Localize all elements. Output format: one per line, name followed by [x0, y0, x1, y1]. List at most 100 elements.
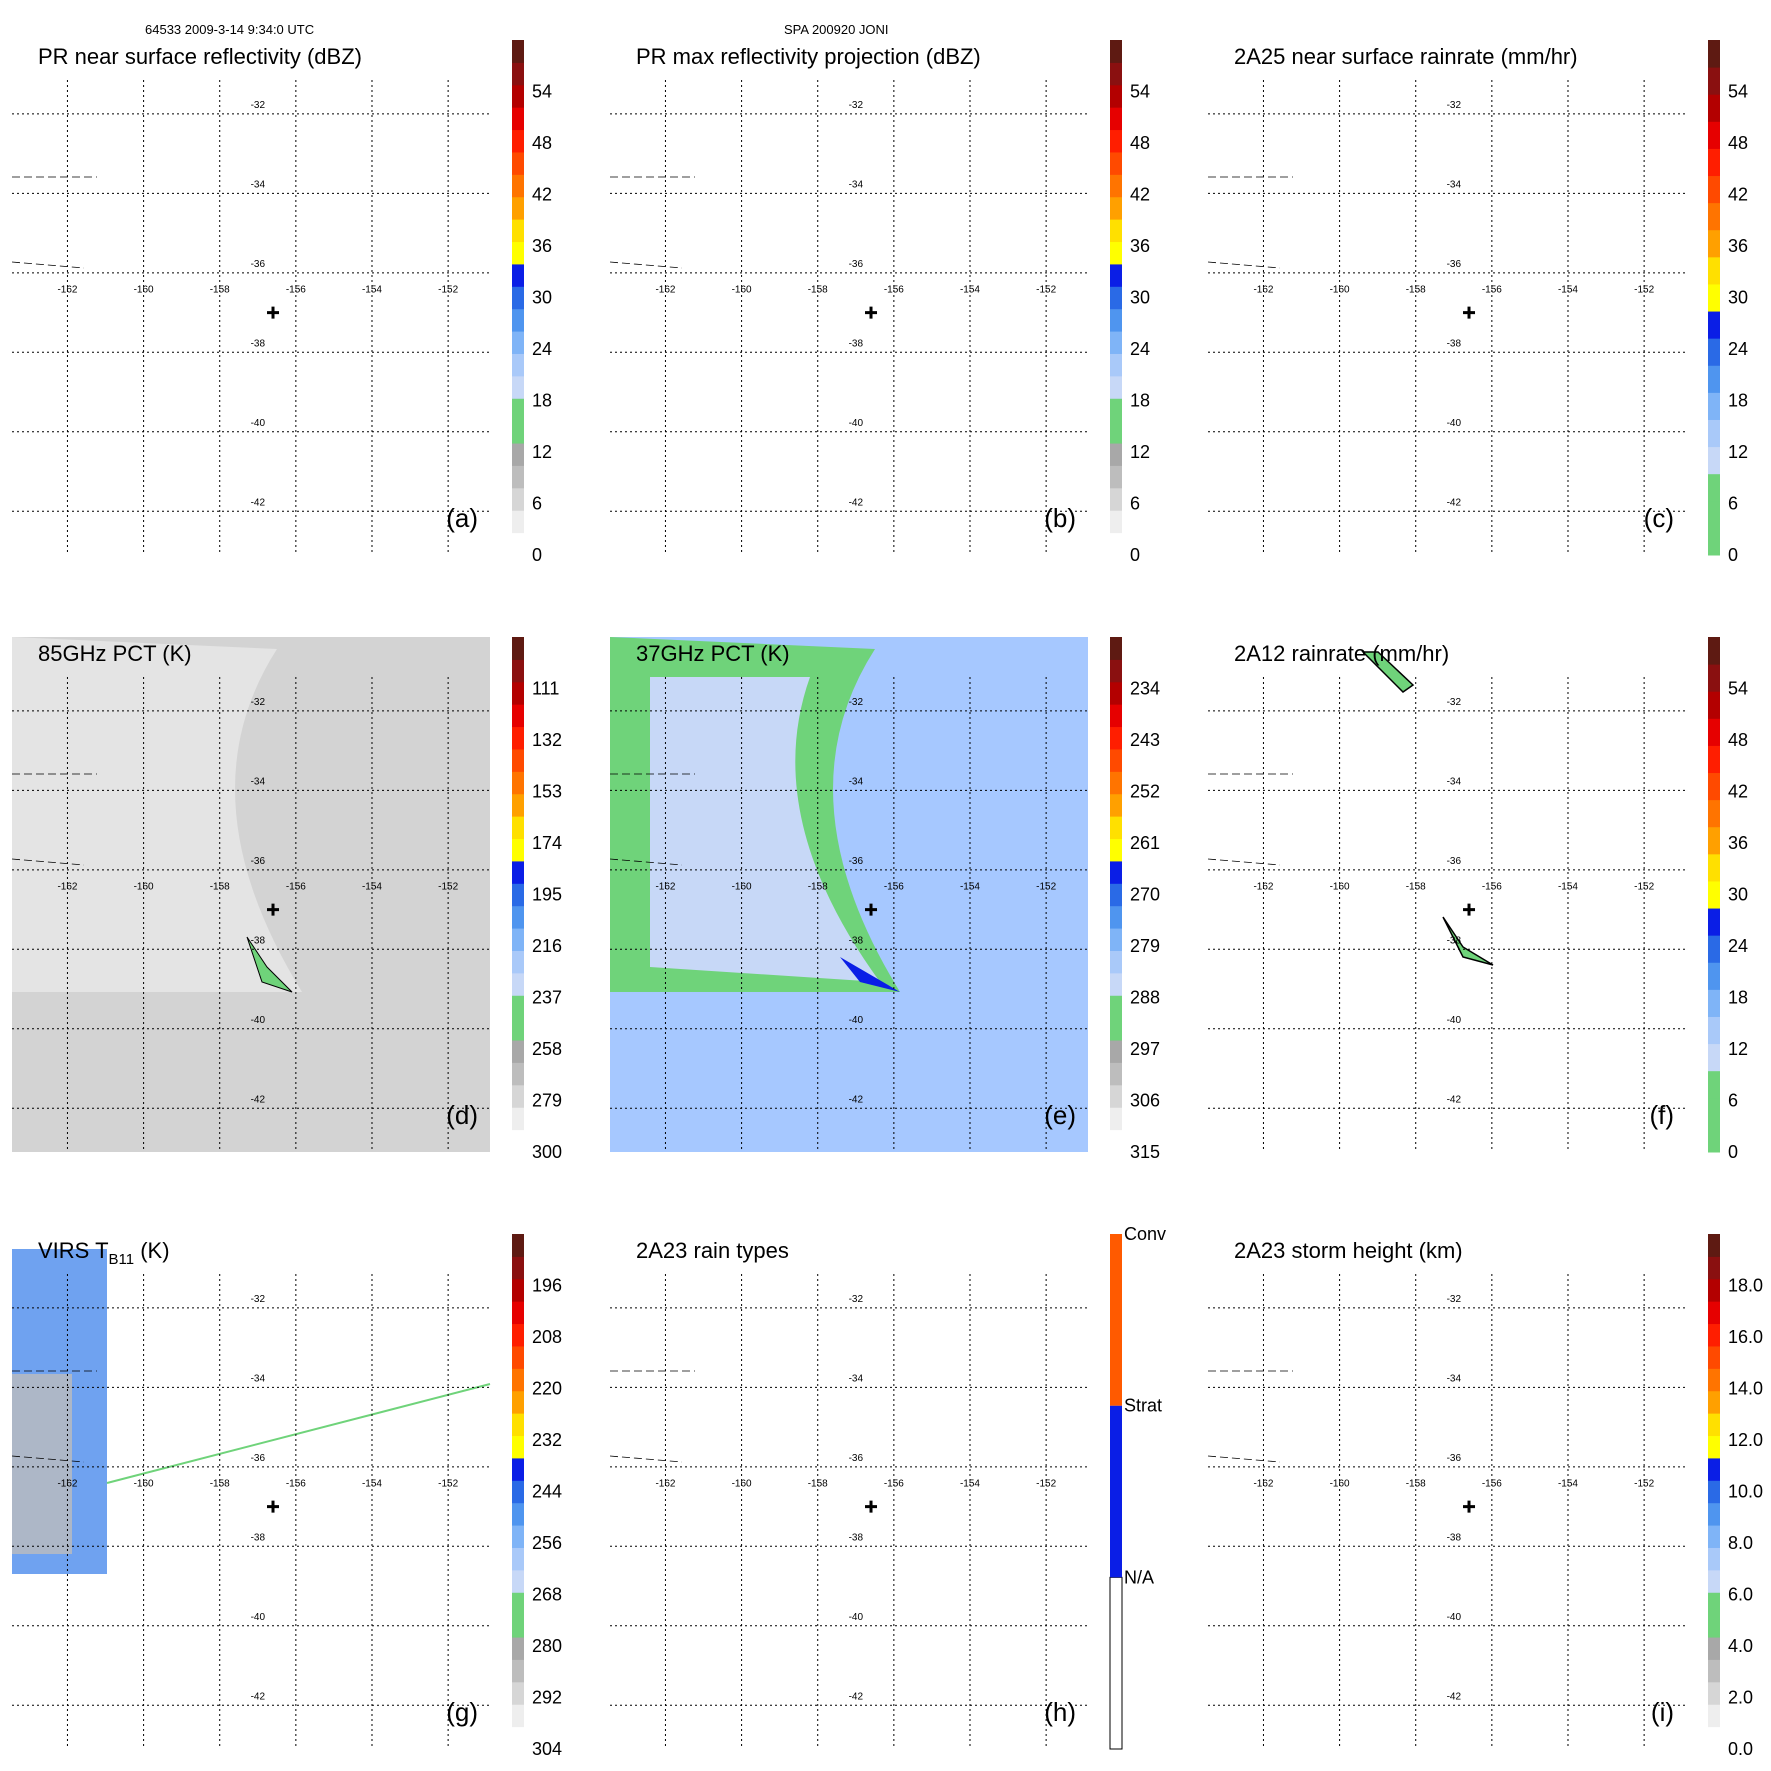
colorbar-swatch	[1110, 532, 1122, 556]
colorbar-tick-label: 244	[532, 1482, 562, 1502]
lat-tick-label: -38	[849, 935, 864, 946]
colorbar-swatch	[1110, 84, 1122, 108]
lon-tick-label: -158	[808, 882, 828, 893]
colorbar-swatch	[1708, 283, 1720, 312]
colorbar-swatch	[1110, 883, 1122, 907]
colorbar-tick-label: 304	[532, 1739, 562, 1759]
lon-tick-label: -162	[655, 285, 675, 296]
lat-tick-label: -36	[251, 856, 266, 867]
colorbar-swatch	[512, 1413, 524, 1437]
panel-title: PR near surface reflectivity (dBZ)	[38, 44, 362, 69]
colorbar-tick-label: 0.0	[1728, 1739, 1753, 1759]
colorbar-swatch	[1708, 1637, 1720, 1660]
colorbar-swatch	[512, 1681, 524, 1705]
lat-tick-label: -36	[849, 259, 864, 270]
colorbar-swatch	[512, 510, 524, 534]
colorbar-swatch	[512, 1017, 524, 1041]
panel-title: 2A12 rainrate (mm/hr)	[1234, 641, 1449, 666]
colorbar-swatch	[1708, 772, 1720, 801]
lon-tick-label: -158	[1406, 882, 1426, 893]
colorbar-tick-label: Conv	[1124, 1224, 1166, 1244]
colorbar-swatch	[512, 398, 524, 422]
colorbar-swatch	[512, 1659, 524, 1683]
colorbar-swatch	[1708, 121, 1720, 149]
panel-f: -162 -160 -158 -156 -154 -152 -32 -34 -36 -38 -40 -…	[1207, 637, 1748, 1162]
colorbar-swatch	[1110, 263, 1122, 287]
colorbar-swatch	[1708, 1659, 1720, 1683]
colorbar-tick-label: 18.0	[1728, 1276, 1763, 1296]
lat-tick-label: -34	[1447, 776, 1462, 787]
storm-center-marker	[267, 1500, 280, 1513]
lon-tick-label: -156	[286, 882, 306, 893]
colorbar-swatch	[1110, 950, 1122, 974]
colorbar-swatch	[1708, 1726, 1720, 1750]
colorbar-swatch	[512, 107, 524, 131]
lon-tick-label: -152	[438, 882, 458, 893]
lat-tick-label: -42	[849, 497, 864, 508]
colorbar-tick-label: 48	[1728, 133, 1748, 153]
storm-center-marker	[1463, 903, 1476, 916]
colorbar-tick-label: 36	[1728, 236, 1748, 256]
colorbar-swatch	[512, 62, 524, 86]
colorbar-swatch	[1110, 771, 1122, 795]
lat-tick-label: -32	[1447, 697, 1462, 708]
panel-g: -162 -160 -158 -156 -154 -152 -32 -34 -36 -38 -40 -…	[11, 1234, 562, 1759]
colorbar-tick-label: 4.0	[1728, 1636, 1753, 1656]
lon-tick-label: -152	[1634, 285, 1654, 296]
colorbar-swatch	[512, 950, 524, 974]
colorbar-tick-label: 24	[1130, 339, 1150, 359]
colorbar-swatch	[512, 263, 524, 287]
lon-tick-label: -154	[960, 1479, 980, 1490]
coastline	[1207, 261, 1281, 269]
lat-tick-label: -38	[251, 935, 266, 946]
lat-tick-label: -38	[251, 338, 266, 349]
colorbar-swatch	[512, 420, 524, 444]
lon-tick-label: -160	[732, 882, 752, 893]
lon-tick-label: -152	[1036, 1479, 1056, 1490]
panel-letter: (a)	[446, 503, 478, 533]
colorbar-tick-label: 24	[1728, 936, 1748, 956]
colorbar-swatch	[1708, 175, 1720, 204]
colorbar-swatch	[1110, 860, 1122, 884]
colorbar-tick-label: 300	[532, 1142, 562, 1162]
colorbar-tick-label: 6	[1728, 1091, 1738, 1111]
lat-tick-label: -38	[1447, 1532, 1462, 1543]
lon-tick-label: -154	[960, 882, 980, 893]
lat-tick-label: -34	[849, 776, 864, 787]
colorbar-swatch	[512, 637, 524, 660]
colorbar-tick-label: 12	[532, 442, 552, 462]
colorbar-swatch	[512, 1040, 524, 1063]
lat-tick-label: -40	[1447, 1612, 1462, 1623]
colorbar-tick-label: 0	[1130, 545, 1140, 565]
colorbar-swatch	[512, 860, 524, 884]
lon-tick-label: -156	[1482, 1479, 1502, 1490]
colorbar-swatch	[1708, 392, 1720, 420]
colorbar-swatch	[1708, 1502, 1720, 1526]
lat-tick-label: -36	[849, 856, 864, 867]
lat-tick-label: -34	[849, 1373, 864, 1384]
lat-tick-label: -32	[251, 1294, 266, 1305]
colorbar-swatch	[512, 1592, 524, 1616]
colorbar-swatch	[512, 129, 524, 153]
colorbar-swatch	[512, 681, 524, 705]
panel-title: 2A25 near surface rainrate (mm/hr)	[1234, 44, 1578, 69]
lon-tick-label: -152	[438, 285, 458, 296]
lon-tick-label: -158	[1406, 1479, 1426, 1490]
colorbar-tick-label: 280	[532, 1636, 562, 1656]
colorbar-tick-label: 237	[532, 988, 562, 1008]
coastline	[11, 858, 85, 866]
lon-tick-label: -160	[1330, 882, 1350, 893]
colorbar-swatch	[512, 1256, 524, 1280]
lon-tick-label: -154	[1558, 285, 1578, 296]
colorbar-tick-label: 6	[532, 494, 542, 514]
colorbar-tick-label: 36	[1130, 236, 1150, 256]
colorbar-swatch	[512, 1301, 524, 1325]
colorbar-tick-label: 196	[532, 1276, 562, 1296]
lon-tick-label: -152	[1036, 285, 1056, 296]
lon-tick-label: -152	[438, 1479, 458, 1490]
colorbar-swatch	[1110, 219, 1122, 243]
colorbar-tick-label: 297	[1130, 1039, 1160, 1059]
orbit-time-header: 64533 2009-3-14 9:34:0 UTC	[145, 22, 315, 37]
colorbar-swatch	[1708, 908, 1720, 936]
colorbar-swatch	[1110, 1040, 1122, 1063]
